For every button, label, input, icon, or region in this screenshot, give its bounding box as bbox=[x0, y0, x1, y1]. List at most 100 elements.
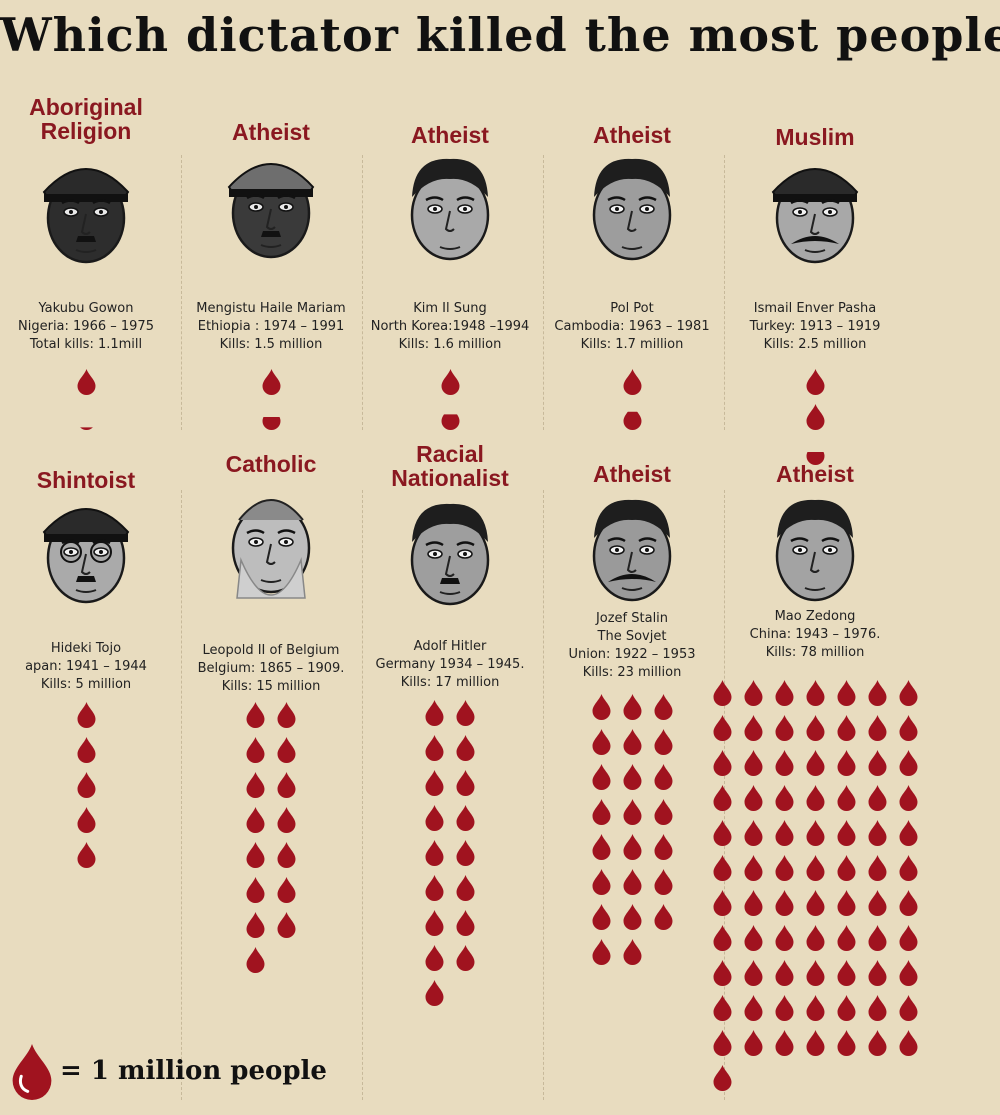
kills-label: Kills: 1.7 million bbox=[580, 337, 684, 352]
blood-drop-mark bbox=[899, 820, 917, 846]
country-years: Union: 1922 – 1953 bbox=[568, 647, 696, 662]
legend-label: = 1 million people bbox=[60, 1056, 327, 1086]
blood-drop-mark bbox=[775, 785, 793, 811]
blood-drop-mark bbox=[623, 799, 641, 825]
blood-drop-mark bbox=[277, 702, 296, 728]
blood-drop-mark bbox=[425, 840, 444, 866]
blood-drop-mark bbox=[623, 939, 641, 965]
blood-drop-mark bbox=[441, 369, 459, 395]
chart-title: Which dictator killed the most people? bbox=[0, 8, 1000, 62]
column-divider bbox=[543, 155, 544, 430]
dictator-name: Hideki Tojo bbox=[50, 641, 122, 656]
blood-drop-mark bbox=[713, 995, 731, 1021]
blood-drop-mark bbox=[899, 715, 917, 741]
blood-drop-mark bbox=[775, 1030, 793, 1056]
blood-drop-mark bbox=[456, 945, 475, 971]
blood-drop-mark bbox=[899, 960, 917, 986]
column-divider bbox=[724, 155, 725, 430]
yakubu-gowon-portrait bbox=[36, 150, 136, 270]
kim-il-sung-portrait bbox=[400, 147, 500, 267]
blood-drop-mark bbox=[806, 855, 824, 881]
dictator-info: Jozef Stalin The Sovjet Union: 1922 – 1953… bbox=[532, 610, 732, 682]
kills-label: Kills: 2.5 million bbox=[763, 337, 867, 352]
religion-label: Shintoist bbox=[36, 467, 136, 493]
blood-drop-mark bbox=[868, 820, 886, 846]
blood-drop-mark bbox=[425, 700, 444, 726]
blood-drop-mark bbox=[623, 869, 641, 895]
kills-label: Kills: 1.5 million bbox=[219, 337, 323, 352]
blood-drop-mark bbox=[775, 995, 793, 1021]
dictator-name: Kim Il Sung bbox=[413, 301, 487, 316]
dictator-info: Kim Il Sung North Korea:1948 –1994 Kills: … bbox=[350, 300, 550, 354]
blood-drop-mark bbox=[654, 799, 672, 825]
blood-drop-mark bbox=[744, 785, 762, 811]
leopold-ii-portrait bbox=[221, 480, 321, 600]
dictator-info: Adolf Hitler Germany 1934 – 1945. Kills: 1… bbox=[350, 638, 550, 692]
dictator-name: Ismail Enver Pasha bbox=[753, 301, 877, 316]
blood-drop-mark bbox=[425, 945, 444, 971]
blood-drop-mark bbox=[775, 925, 793, 951]
religion-label: Atheist bbox=[593, 461, 671, 487]
blood-drop-mark bbox=[623, 834, 641, 860]
blood-drop-mark bbox=[899, 750, 917, 776]
blood-drop-mark bbox=[654, 904, 672, 930]
blood-drop-mark bbox=[713, 1030, 731, 1056]
blood-drop-mark bbox=[654, 729, 672, 755]
blood-drop-mark bbox=[868, 680, 886, 706]
blood-drop-mark bbox=[623, 904, 641, 930]
column-divider bbox=[543, 490, 544, 1100]
kills-label: Kills: 1.6 million bbox=[398, 337, 502, 352]
hideki-tojo-portrait bbox=[36, 490, 136, 610]
legend: = 1 million people bbox=[10, 1044, 327, 1104]
blood-drop-mark bbox=[246, 737, 265, 763]
dictator-info: Yakubu Gowon Nigeria: 1966 – 1975 Total ki… bbox=[0, 300, 186, 354]
partial-blood-drop-mark bbox=[806, 452, 824, 465]
blood-drop-mark bbox=[277, 877, 296, 903]
blood-drop-mark bbox=[592, 869, 610, 895]
blood-drop-mark bbox=[806, 680, 824, 706]
blood-drop-mark bbox=[806, 1030, 824, 1056]
kill-pictogram bbox=[441, 369, 459, 430]
blood-drop-mark bbox=[654, 869, 672, 895]
blood-drop-mark bbox=[837, 960, 855, 986]
blood-drop-mark bbox=[654, 694, 672, 720]
kill-pictogram bbox=[592, 694, 672, 965]
kills-label: Kills: 78 million bbox=[765, 645, 865, 660]
blood-drop-mark bbox=[744, 995, 762, 1021]
blood-drop-mark bbox=[899, 680, 917, 706]
blood-drop-mark bbox=[806, 960, 824, 986]
blood-drop-mark bbox=[775, 680, 793, 706]
kills-label: Kills: 5 million bbox=[40, 677, 132, 692]
blood-drop-mark bbox=[837, 680, 855, 706]
blood-drop-mark bbox=[277, 807, 296, 833]
blood-drop-mark bbox=[713, 750, 731, 776]
blood-drop-mark bbox=[246, 807, 265, 833]
blood-drop-mark bbox=[456, 910, 475, 936]
religion-label: Aboriginal Religion bbox=[29, 94, 143, 144]
blood-drop-mark bbox=[837, 995, 855, 1021]
kill-pictogram bbox=[262, 369, 280, 430]
country-years: apan: 1941 – 1944 bbox=[25, 659, 147, 674]
blood-drop-mark bbox=[592, 834, 610, 860]
blood-drop-mark bbox=[713, 680, 731, 706]
dictator-name: Leopold II of Belgium bbox=[202, 643, 340, 658]
blood-drop-mark bbox=[713, 715, 731, 741]
column-divider bbox=[181, 155, 182, 430]
blood-drop-mark bbox=[623, 764, 641, 790]
country-years: Nigeria: 1966 – 1975 bbox=[18, 319, 154, 334]
blood-drop-mark bbox=[806, 820, 824, 846]
blood-drop-mark bbox=[456, 875, 475, 901]
blood-drop-mark bbox=[623, 369, 641, 395]
blood-drop-mark bbox=[654, 834, 672, 860]
dictator-name: Jozef Stalin bbox=[595, 611, 669, 626]
blood-drop-mark bbox=[868, 785, 886, 811]
blood-drop-mark bbox=[837, 925, 855, 951]
religion-label: Muslim bbox=[775, 124, 855, 150]
kills-label: Total kills: 1.1mill bbox=[29, 337, 143, 352]
blood-drop-mark bbox=[456, 735, 475, 761]
blood-drop-mark bbox=[899, 785, 917, 811]
dictator-info: Ismail Enver Pasha Turkey: 1913 – 1919 Kil… bbox=[715, 300, 915, 354]
dictator-name: Yakubu Gowon bbox=[38, 301, 134, 316]
blood-drop-mark bbox=[744, 820, 762, 846]
blood-drop-mark bbox=[592, 764, 610, 790]
